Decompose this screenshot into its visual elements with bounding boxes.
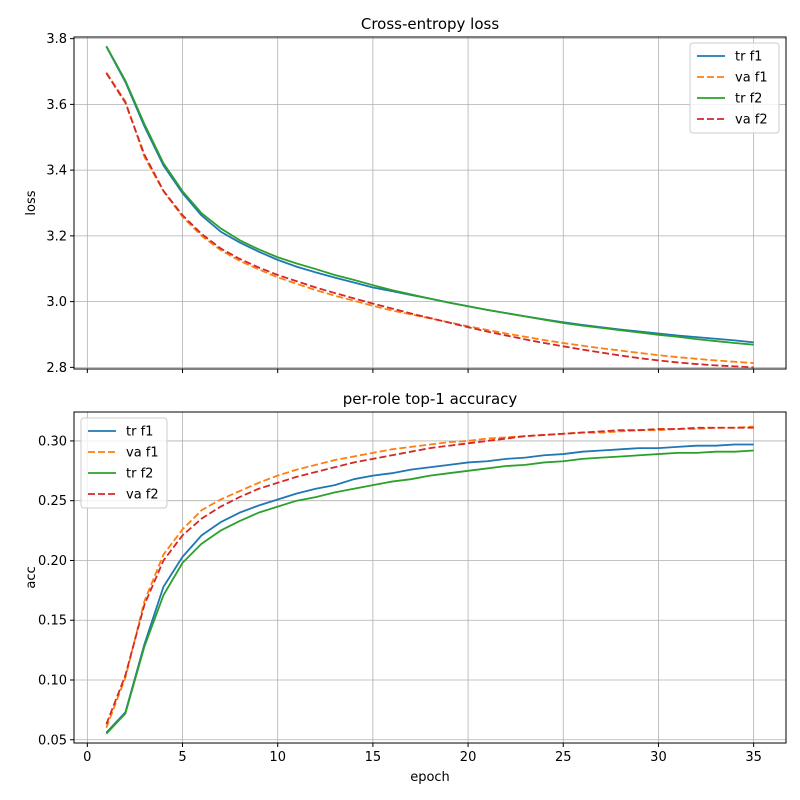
series-line-tr-f2 <box>105 45 754 346</box>
chart-title: Cross-entropy loss <box>361 15 499 33</box>
y-axis-label: acc <box>24 566 39 588</box>
y-tick-label: 3.0 <box>46 295 67 310</box>
y-tick-label: 0.25 <box>38 494 67 509</box>
legend-frame <box>80 417 168 509</box>
x-tick-label: 10 <box>269 750 286 765</box>
legend-label: tr f2 <box>126 467 153 482</box>
y-tick-label: 3.6 <box>46 98 67 113</box>
series-line-tr-f1 <box>105 443 754 734</box>
x-tick-label: 30 <box>650 750 667 765</box>
y-tick-label: 0.10 <box>38 674 67 689</box>
y-tick-label: 0.30 <box>38 434 67 449</box>
x-tick-label: 20 <box>460 750 477 765</box>
legend-frame <box>689 42 780 134</box>
x-tick-label: 25 <box>555 750 572 765</box>
y-tick-label: 0.20 <box>38 554 67 569</box>
x-tick-label: 15 <box>365 750 382 765</box>
series-line-va-f1 <box>105 425 754 729</box>
plot-frame <box>73 411 787 744</box>
x-tick-label: 35 <box>745 750 762 765</box>
y-tick-label: 3.4 <box>46 164 67 179</box>
series-line-va-f2 <box>105 72 754 369</box>
y-tick-label: 3.2 <box>46 229 67 244</box>
series-line-va-f2 <box>105 426 754 725</box>
legend-label: va f2 <box>735 113 768 128</box>
plot-frame <box>73 36 787 370</box>
y-tick-label: 2.8 <box>46 361 67 376</box>
legend-label: va f1 <box>735 71 768 86</box>
y-tick-label: 0.05 <box>38 733 67 748</box>
y-tick-label: 3.8 <box>46 32 67 47</box>
series-line-tr-f2 <box>105 449 754 735</box>
y-tick-label: 0.15 <box>38 614 67 629</box>
x-tick-label: 0 <box>83 750 91 765</box>
legend: tr f1 va f1 tr f2 va f2 <box>80 417 168 509</box>
legend-label: tr f1 <box>126 425 153 440</box>
legend-label: va f1 <box>126 446 159 461</box>
chart-panel-2: 0 5 10 15 20 25 30 35 0.05 0.10 0.15 0.20 0.25 0.30 pe… <box>24 390 787 785</box>
chart-title: per-role top-1 accuracy <box>343 390 518 408</box>
legend-label: tr f1 <box>735 50 762 65</box>
x-tick-label: 5 <box>178 750 186 765</box>
legend-label: tr f2 <box>735 92 762 107</box>
y-axis-label: loss <box>24 190 39 215</box>
legend: tr f1 va f1 tr f2 va f2 <box>689 42 780 134</box>
x-axis-label: epoch <box>410 770 450 785</box>
legend-label: va f2 <box>126 488 159 503</box>
chart-panel-1: 2.8 3.0 3.2 3.4 3.6 3.8 Cross-entropy loss loss… <box>24 15 787 376</box>
